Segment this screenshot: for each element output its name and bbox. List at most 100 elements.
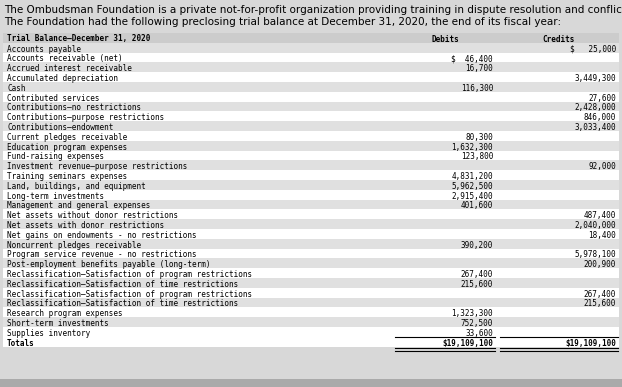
Text: 27,600: 27,600 [588, 94, 616, 103]
Bar [3, 317, 619, 327]
Bar [3, 307, 619, 317]
Text: Education program expenses: Education program expenses [7, 142, 128, 152]
Text: 1,632,300: 1,632,300 [452, 142, 493, 152]
Text: 487,400: 487,400 [583, 211, 616, 220]
Text: 846,000: 846,000 [583, 113, 616, 122]
Bar [3, 43, 619, 53]
Bar [3, 62, 619, 72]
Bar [3, 141, 619, 151]
Text: 16,700: 16,700 [465, 64, 493, 73]
Bar [3, 337, 619, 347]
Bar [3, 259, 619, 268]
Bar [3, 209, 619, 219]
Bar [3, 53, 619, 62]
Text: 80,300: 80,300 [465, 133, 493, 142]
Bar [0, 379, 622, 387]
Text: Contributions–endowment: Contributions–endowment [7, 123, 113, 132]
Bar [3, 200, 619, 209]
Text: 390,200: 390,200 [461, 241, 493, 250]
Text: Long-term investments: Long-term investments [7, 192, 104, 200]
Text: Accounts payable: Accounts payable [7, 45, 81, 53]
Bar [3, 248, 619, 259]
Text: Supplies inventory: Supplies inventory [7, 329, 90, 338]
Text: 215,600: 215,600 [583, 300, 616, 308]
Bar [3, 121, 619, 131]
Bar [3, 102, 619, 111]
Text: 123,800: 123,800 [461, 152, 493, 161]
Text: $   25,000: $ 25,000 [570, 45, 616, 53]
Text: Contributions–no restrictions: Contributions–no restrictions [7, 103, 141, 112]
Text: Investment revenue–purpose restrictions: Investment revenue–purpose restrictions [7, 162, 187, 171]
Text: Trial Balance–December 31, 2020: Trial Balance–December 31, 2020 [7, 34, 151, 43]
Text: Debits: Debits [431, 34, 459, 43]
Text: Short-term investments: Short-term investments [7, 319, 109, 328]
Text: Fund-raising expenses: Fund-raising expenses [7, 152, 104, 161]
Text: Reclassification–Satisfaction of program restrictions: Reclassification–Satisfaction of program… [7, 289, 252, 298]
Text: $19,109,100: $19,109,100 [565, 339, 616, 348]
Bar [3, 170, 619, 180]
Text: Management and general expenses: Management and general expenses [7, 201, 151, 211]
Text: 752,500: 752,500 [461, 319, 493, 328]
Text: 2,040,000: 2,040,000 [574, 221, 616, 230]
Text: Accumulated depreciation: Accumulated depreciation [7, 74, 118, 83]
Text: 267,400: 267,400 [461, 270, 493, 279]
Bar [3, 229, 619, 239]
Text: 401,600: 401,600 [461, 201, 493, 211]
Text: Net assets with donor restrictions: Net assets with donor restrictions [7, 221, 164, 230]
Bar [3, 82, 619, 92]
Bar [3, 180, 619, 190]
Bar [3, 239, 619, 248]
Text: Net gains on endowments - no restrictions: Net gains on endowments - no restriction… [7, 231, 197, 240]
Text: 2,428,000: 2,428,000 [574, 103, 616, 112]
Text: 200,900: 200,900 [583, 260, 616, 269]
Text: $19,109,100: $19,109,100 [442, 339, 493, 348]
Text: 1,323,300: 1,323,300 [452, 309, 493, 318]
Text: Reclassification–Satisfaction of time restrictions: Reclassification–Satisfaction of time re… [7, 300, 238, 308]
Bar [3, 33, 619, 43]
Text: Net assets without donor restrictions: Net assets without donor restrictions [7, 211, 178, 220]
Bar [3, 288, 619, 298]
Text: $  46,400: $ 46,400 [452, 54, 493, 63]
Bar [3, 327, 619, 337]
Text: Totals: Totals [7, 339, 35, 348]
Text: The Ombudsman Foundation is a private not-for-profit organization providing trai: The Ombudsman Foundation is a private no… [4, 5, 622, 15]
Bar [3, 92, 619, 102]
Text: Land, buildings, and equipment: Land, buildings, and equipment [7, 182, 146, 191]
Text: Contributed services: Contributed services [7, 94, 100, 103]
Text: 116,300: 116,300 [461, 84, 493, 93]
Bar [3, 268, 619, 278]
Bar [3, 72, 619, 82]
Bar [3, 33, 619, 347]
Text: Current pledges receivable: Current pledges receivable [7, 133, 128, 142]
Text: 33,600: 33,600 [465, 329, 493, 338]
Text: 3,449,300: 3,449,300 [574, 74, 616, 83]
Text: 4,831,200: 4,831,200 [452, 172, 493, 181]
Text: 18,400: 18,400 [588, 231, 616, 240]
Text: 3,033,400: 3,033,400 [574, 123, 616, 132]
Text: Program service revenue - no restrictions: Program service revenue - no restriction… [7, 250, 197, 259]
Text: Contributions–purpose restrictions: Contributions–purpose restrictions [7, 113, 164, 122]
Text: Reclassification–Satisfaction of time restrictions: Reclassification–Satisfaction of time re… [7, 280, 238, 289]
Text: 267,400: 267,400 [583, 289, 616, 298]
Text: 215,600: 215,600 [461, 280, 493, 289]
Bar [3, 278, 619, 288]
Text: 92,000: 92,000 [588, 162, 616, 171]
Text: Noncurrent pledges receivable: Noncurrent pledges receivable [7, 241, 141, 250]
Bar [3, 111, 619, 121]
Text: The Foundation had the following preclosing trial balance at December 31, 2020, : The Foundation had the following preclos… [4, 17, 561, 27]
Text: Accrued interest receivable: Accrued interest receivable [7, 64, 132, 73]
Text: 2,915,400: 2,915,400 [452, 192, 493, 200]
Bar [3, 151, 619, 160]
Text: Cash: Cash [7, 84, 26, 93]
Text: Post-employment benefits payable (long-term): Post-employment benefits payable (long-t… [7, 260, 210, 269]
Bar [3, 131, 619, 141]
Text: Accounts receivable (net): Accounts receivable (net) [7, 54, 123, 63]
Bar [3, 219, 619, 229]
Text: 5,962,500: 5,962,500 [452, 182, 493, 191]
Text: Credits: Credits [543, 34, 575, 43]
Text: Training seminars expenses: Training seminars expenses [7, 172, 128, 181]
Text: 5,978,100: 5,978,100 [574, 250, 616, 259]
Bar [3, 298, 619, 307]
Bar [3, 190, 619, 200]
Text: Reclassification–Satisfaction of program restrictions: Reclassification–Satisfaction of program… [7, 270, 252, 279]
